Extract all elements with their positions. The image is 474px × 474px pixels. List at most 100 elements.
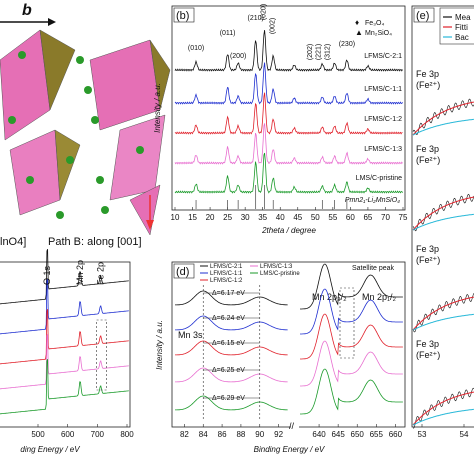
legend-label: Fitti: [455, 23, 468, 32]
series-label: LMS/C-pristine: [356, 175, 402, 182]
x-tick-label: 645: [331, 430, 345, 439]
x-tick-label: 92: [274, 430, 283, 439]
fe3p-background: [412, 408, 474, 426]
x-tick-label: 655: [370, 430, 384, 439]
x-tick-label: 86: [218, 430, 227, 439]
splitting-label: Δ=6.24 eV: [212, 315, 245, 322]
x-tick-label: 60: [346, 213, 355, 222]
peak-index: (010): [188, 45, 204, 52]
x-tick-label: 10: [171, 213, 180, 222]
satellite-label: Satellite peak: [352, 265, 395, 272]
state-label: (Fe²⁺): [416, 350, 440, 360]
formula-fragment: lnO4]: [0, 236, 26, 248]
x-tick-label: 30: [241, 213, 250, 222]
xrd-pattern: [174, 92, 403, 135]
peak-label: Fe 3p: [416, 69, 439, 79]
x-tick-label: 35: [258, 213, 267, 222]
legend-symbol: ♦: [355, 18, 359, 27]
label-box: [173, 263, 195, 279]
x-tick-label: 800: [120, 430, 134, 439]
peak-index: (011): [220, 30, 236, 37]
legend-label: Mea: [455, 13, 471, 22]
peak-index: (202): [307, 44, 314, 60]
legend-label: Fe₃O₄: [365, 20, 384, 27]
x-tick-label: 54: [460, 430, 469, 439]
mn2p-spectrum: [300, 288, 403, 335]
peak-index: (002): [269, 18, 276, 34]
break-mark: //: [289, 421, 295, 431]
x-tick-label: 650: [351, 430, 365, 439]
series-label: LFMS/C-2:1: [364, 53, 402, 60]
mn2p-spectrum: [300, 340, 403, 387]
peak-label: Fe 3p: [416, 144, 439, 154]
x-tick-label: 50: [311, 213, 320, 222]
x-tick-label: 15: [188, 213, 197, 222]
x-tick-label: 700: [91, 430, 105, 439]
state-label: (Fe²⁺): [416, 155, 440, 165]
peak-index: (312): [324, 44, 331, 60]
peak-index: (221): [316, 44, 323, 60]
x-tick-label: 55: [328, 213, 337, 222]
survey-spectrum: [0, 249, 129, 305]
mn2p-spectrum: [300, 313, 403, 360]
mn2p-spectrum: [300, 368, 403, 415]
xrd-pattern: [174, 152, 403, 194]
xrd-pattern: [174, 30, 403, 72]
x-tick-label: 70: [381, 213, 390, 222]
crystal-structure: [0, 18, 171, 236]
peak-index: (210): [248, 15, 264, 22]
region-label: Mn 3s: [178, 330, 203, 340]
splitting-label: Δ=6.17 eV: [212, 290, 245, 297]
legend-label: LFMS/C-1:3: [260, 264, 293, 270]
y-label: Intensity / a.u.: [155, 320, 164, 370]
mn2p-spectrum: [300, 263, 403, 310]
fe3p-background: [412, 213, 474, 231]
x-tick-label: 45: [293, 213, 302, 222]
state-label: (Fe²⁺): [416, 255, 440, 265]
satellite-box: [339, 287, 355, 359]
peak-label: Mn 2p₁/₂: [362, 292, 397, 302]
legend-label: LFMS/C-2:1: [210, 264, 243, 270]
peak-index: (020): [260, 4, 267, 20]
legend-label: Bac: [455, 33, 469, 42]
legend-label: LFMS/C-1:1: [210, 271, 243, 277]
panel-label: (e): [416, 10, 429, 22]
fe3p-measured: [412, 193, 474, 232]
series-label: LFMS/C-1:1: [364, 86, 402, 93]
fe3p-frame: [411, 5, 474, 428]
axis-break: [291, 424, 299, 430]
x-tick-label: 82: [180, 430, 189, 439]
x-label: ding Energy / eV: [20, 445, 80, 454]
survey-spectrum: [0, 334, 129, 390]
splitting-label: Δ=6.15 eV: [212, 340, 245, 347]
x-tick-label: 640: [312, 430, 326, 439]
legend-label: LMS/C-pristine: [260, 271, 300, 277]
reference-label: Pmn2₁-Li₂MnSiO₄: [345, 197, 400, 204]
x-tick-label: 40: [276, 213, 285, 222]
mn3s-spectrum: [175, 315, 288, 331]
fe3p-measured: [412, 293, 474, 333]
xps-frame: [171, 261, 406, 428]
x-tick-label: 84: [199, 430, 208, 439]
legend-symbol: ▲: [355, 28, 363, 37]
panel-label: (d): [176, 266, 189, 278]
x-tick-label: 660: [389, 430, 403, 439]
state-label: (Fe²⁺): [416, 80, 440, 90]
fe-box: [96, 319, 107, 391]
mn3s-spectrum: [175, 395, 288, 411]
survey-spectrum: [0, 279, 129, 335]
mn3s-spectrum: [175, 367, 288, 383]
survey-spectrum: [0, 359, 129, 415]
legend-label: LFMS/C-1:2: [210, 278, 243, 284]
fe3p-background: [412, 118, 474, 136]
peak-label: Fe 2p: [96, 262, 106, 285]
fe3p-fit: [412, 391, 474, 426]
peak-label: O 1s: [42, 265, 52, 285]
x-tick-label: 53: [418, 430, 427, 439]
x-tick-label: 20: [206, 213, 215, 222]
peak-index: (200): [230, 53, 246, 60]
series-label: LFMS/C-1:3: [364, 146, 402, 153]
peak-index: (230): [339, 41, 355, 48]
label-box: [173, 7, 195, 23]
